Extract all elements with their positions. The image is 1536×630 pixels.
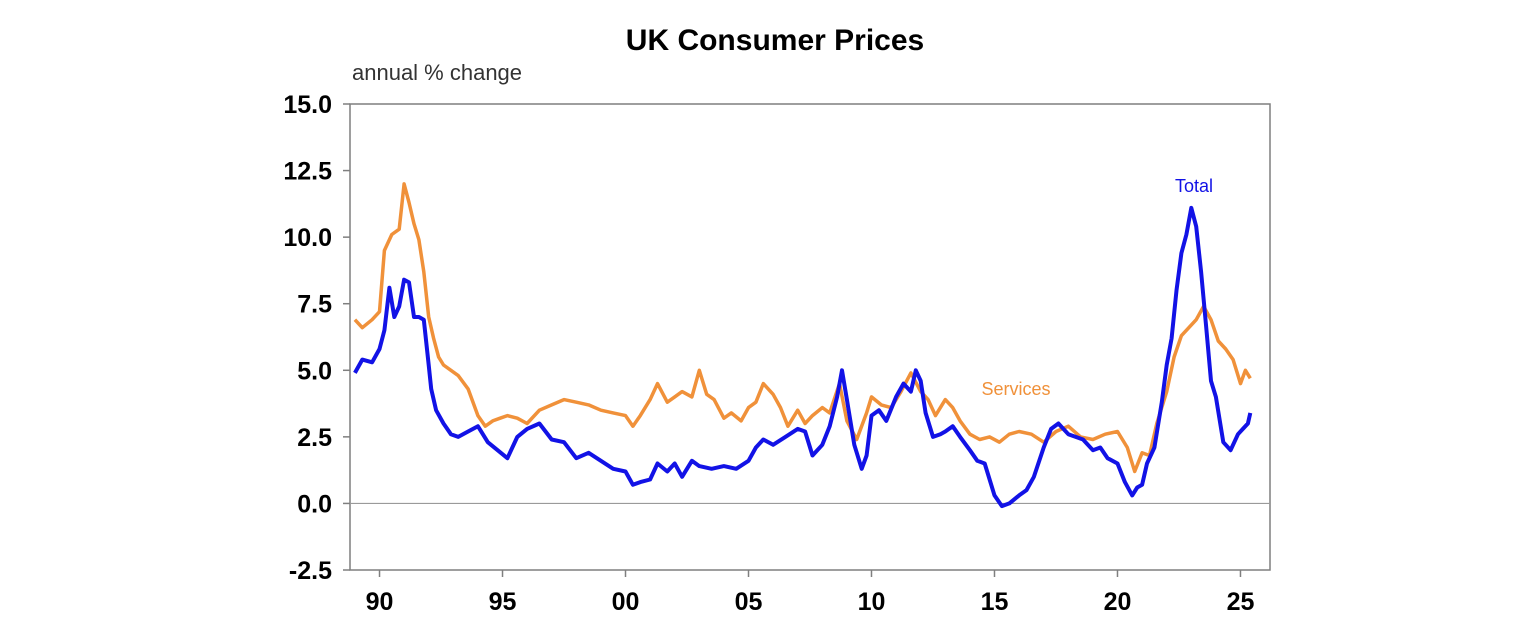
y-tick-label: 10.0 xyxy=(283,224,332,252)
y-tick-label: 5.0 xyxy=(297,357,332,385)
x-axis: 90 95 00 05 10 15 20 25 xyxy=(366,570,1255,616)
x-tick-label: 00 xyxy=(612,588,640,616)
y-tick-label: -2.5 xyxy=(289,557,332,585)
total-series-line xyxy=(353,205,1253,509)
x-tick-label: 10 xyxy=(858,588,886,616)
x-tick-label: 05 xyxy=(735,588,763,616)
x-tick-label: 25 xyxy=(1227,588,1255,616)
y-axis: 15.0 12.5 10.0 7.5 5.0 2.5 0.0 -2.5 xyxy=(283,91,350,585)
x-tick-label: 15 xyxy=(981,588,1009,616)
y-tick-label: 0.0 xyxy=(297,490,332,518)
chart-title: UK Consumer Prices xyxy=(626,24,924,57)
plot-area xyxy=(349,103,1271,571)
total-series-label: Total xyxy=(1175,176,1213,196)
services-series-label: Services xyxy=(981,379,1050,399)
y-tick-label: 2.5 xyxy=(297,424,332,452)
series-lines xyxy=(353,182,1253,509)
y-tick-label: 15.0 xyxy=(283,91,332,119)
x-tick-label: 95 xyxy=(489,588,517,616)
x-tick-label: 20 xyxy=(1104,588,1132,616)
x-tick-label: 90 xyxy=(366,588,394,616)
services-series-line xyxy=(353,182,1252,474)
y-tick-label: 7.5 xyxy=(297,291,332,319)
y-tick-label: 12.5 xyxy=(283,158,332,186)
y-axis-label: annual % change xyxy=(352,60,522,85)
